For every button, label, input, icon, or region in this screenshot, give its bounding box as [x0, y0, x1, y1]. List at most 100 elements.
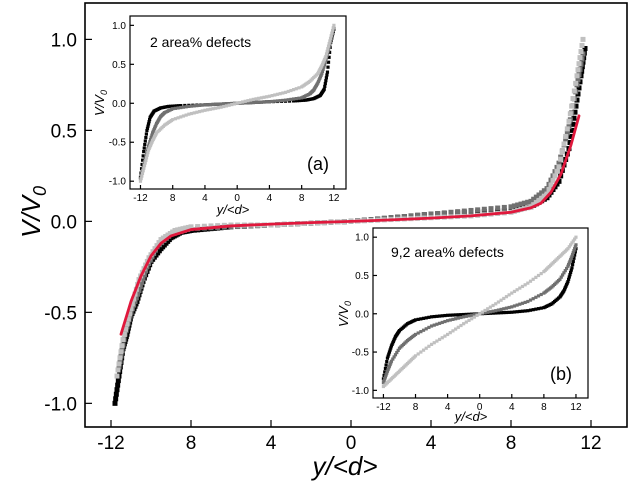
data-marker-fill [215, 223, 221, 229]
data-marker-fill [328, 36, 333, 40]
data-marker-fill [259, 96, 263, 100]
data-marker-fill [421, 212, 427, 218]
data-marker-fill [443, 319, 447, 324]
data-marker-fill [273, 99, 277, 103]
y-tick-label: -0.5 [352, 348, 370, 359]
x-tick-label: 0 [477, 402, 483, 413]
data-marker-fill [523, 300, 527, 305]
data-point [413, 332, 418, 337]
data-marker-fill [486, 310, 490, 314]
series-1 [381, 243, 578, 385]
data-marker-fill [488, 208, 494, 214]
data-marker-fill [424, 316, 428, 320]
data-marker-fill [383, 370, 387, 374]
data-marker-fill [461, 208, 467, 214]
data-point [112, 400, 118, 406]
data-marker-fill [569, 127, 575, 133]
data-marker-fill [325, 73, 329, 77]
data-marker-fill [197, 109, 202, 114]
data-marker-fill [224, 104, 229, 108]
data-point [526, 299, 530, 304]
data-marker-fill [281, 98, 285, 103]
data-marker-fill [569, 256, 573, 260]
data-marker-fill [294, 99, 298, 103]
data-marker-fill [531, 308, 535, 312]
data-point [526, 281, 530, 285]
data-point [510, 305, 514, 309]
data-marker-fill [388, 362, 392, 367]
data-marker-fill [192, 104, 196, 108]
data-marker-fill [573, 103, 579, 109]
data-marker-fill [472, 313, 476, 317]
data-marker-fill [408, 213, 414, 219]
x-axis-title: y/<d> [310, 451, 377, 481]
data-point [116, 364, 122, 370]
data-point [267, 100, 272, 104]
data-marker-fill [567, 111, 573, 117]
data-marker-fill [518, 309, 522, 314]
data-marker-fill [432, 323, 436, 327]
data-marker-fill [189, 104, 194, 108]
data-marker-fill [297, 96, 301, 100]
data-marker-fill [297, 86, 301, 90]
data-marker-fill [564, 126, 570, 132]
data-point [508, 204, 514, 210]
data-marker-fill [176, 106, 180, 110]
data-marker-fill [147, 120, 151, 124]
data-marker-fill [395, 350, 399, 355]
data-marker-fill [515, 310, 519, 314]
data-marker-fill [467, 314, 471, 318]
data-marker-fill [528, 279, 533, 283]
data-marker-fill [145, 126, 150, 130]
data-marker-fill [576, 61, 582, 67]
data-marker-fill [421, 316, 426, 320]
data-marker-fill [480, 310, 484, 314]
data-point [389, 359, 394, 363]
data-marker-fill [270, 94, 274, 98]
data-point [322, 87, 326, 91]
data-marker-fill [289, 88, 293, 93]
data-point [114, 373, 120, 379]
data-marker-fill [289, 97, 293, 101]
data-marker-fill [536, 273, 541, 278]
data-point [251, 100, 255, 105]
data-point [446, 332, 450, 337]
data-marker-fill [573, 80, 579, 86]
data-marker-fill [515, 303, 519, 307]
data-marker-fill [294, 87, 298, 91]
data-marker-fill [189, 111, 194, 116]
data-marker-fill [281, 91, 285, 95]
data-marker-fill [300, 98, 304, 103]
data-marker-fill [451, 317, 455, 321]
data-marker-fill [448, 331, 452, 335]
chart-panel-inset-a: -12 8 4 0 4 8 12-1.0-0.50.00.51.0y/<d>V/V02 ar… [92, 15, 347, 217]
data-marker-fill [571, 115, 577, 121]
data-marker-fill [531, 297, 535, 301]
data-point [566, 118, 572, 124]
x-tick-label: -12 [97, 433, 124, 454]
data-marker-fill [552, 173, 558, 179]
data-marker-fill [424, 327, 428, 331]
x-tick-label: 4 [202, 193, 208, 204]
x-tick-label: 12 [328, 193, 340, 204]
data-marker-fill [467, 318, 471, 323]
y-tick-label: 1.0 [112, 21, 126, 32]
data-marker-fill [488, 206, 494, 212]
data-point [566, 247, 570, 251]
data-marker-fill [563, 133, 569, 139]
data-marker-fill [139, 280, 145, 286]
data-marker-fill [396, 348, 400, 352]
data-marker-fill [475, 207, 481, 213]
data-marker-fill [571, 88, 577, 94]
data-marker-fill [385, 371, 389, 375]
data-marker-fill [389, 361, 393, 365]
inset-annotation: 2 area% defects [150, 34, 251, 50]
data-marker-fill [121, 331, 127, 337]
data-marker-fill [456, 313, 460, 317]
data-marker-fill [536, 197, 542, 203]
data-marker-fill [521, 200, 527, 206]
data-marker-fill [515, 202, 521, 208]
data-marker-fill [214, 106, 218, 110]
data-marker-fill [507, 293, 511, 297]
data-point [324, 54, 328, 59]
